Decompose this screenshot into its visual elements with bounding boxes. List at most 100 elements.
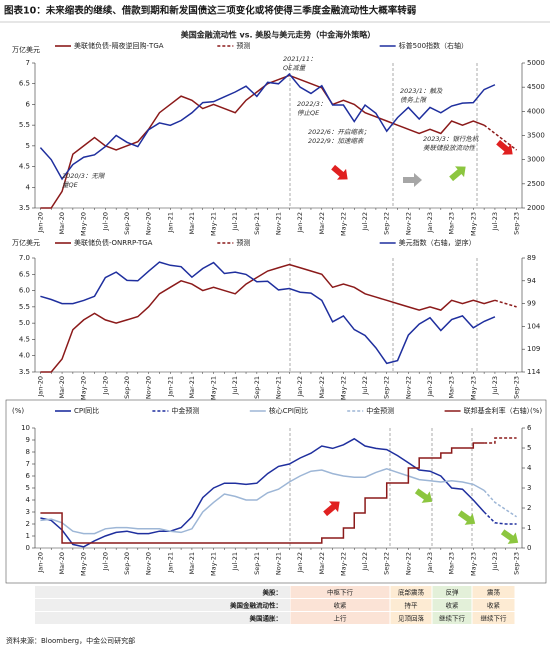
y-tick-label: 4.0: [19, 352, 30, 360]
y-tick-label: 8: [26, 448, 30, 456]
x-tick-label: Sep-23: [513, 552, 521, 575]
trend-arrow: [449, 166, 466, 182]
x-tick-label: Nov-21: [275, 212, 283, 235]
y2-tick-label: 3: [527, 484, 531, 492]
table-row-label: 美国金融流动性：: [230, 601, 282, 610]
table-cell: [390, 612, 432, 624]
y-tick-label: 3.5: [19, 368, 30, 376]
x-tick-label: Jan-22: [296, 212, 304, 234]
x-tick-label: Sep-23: [513, 376, 521, 399]
x-tick-label: May-20: [80, 212, 88, 236]
y-tick-label: 4.5: [19, 163, 30, 171]
y-tick-label: 9: [26, 436, 30, 444]
y2-tick-label: 89: [527, 254, 536, 262]
annotation: 2022/6：开启缩表；: [308, 128, 370, 136]
y-tick-label: 5: [26, 484, 30, 492]
y-tick-label: 5.0: [19, 319, 30, 327]
x-tick-label: May-22: [339, 376, 347, 400]
table-cell: [390, 599, 432, 611]
series-line: [40, 74, 485, 209]
x-tick-label: Mar-22: [318, 212, 326, 234]
x-tick-label: Jul-21: [231, 212, 239, 231]
annotation: 2022/9：加速缩表: [308, 137, 365, 145]
x-tick-label: May-20: [80, 552, 88, 576]
y2-tick-label: 4000: [527, 107, 545, 115]
x-tick-label: Nov-21: [275, 552, 283, 575]
legend-label: 预测: [236, 41, 250, 50]
table-label-cell: [35, 586, 290, 598]
y-tick-label: 7.0: [19, 254, 30, 262]
table-row-label: 美国通胀：: [250, 614, 283, 623]
table-cell: [472, 612, 515, 624]
table-cell: [390, 586, 432, 598]
legend-label: 中金预测: [366, 406, 394, 415]
x-tick-label: Sep-20: [123, 376, 131, 399]
x-tick-label: Jul-22: [361, 552, 369, 571]
x-tick-label: Mar-21: [188, 376, 196, 398]
series-line: [39, 73, 496, 181]
table-cell-text: 继续下行: [481, 614, 508, 623]
series-line: [40, 261, 496, 365]
x-tick-label: Jan-23: [426, 552, 434, 574]
series-line: [40, 263, 496, 373]
x-tick-label: Jan-21: [166, 376, 174, 398]
x-tick-label: Sep-21: [253, 376, 261, 399]
y2-tick-label: 104: [527, 322, 541, 330]
x-tick-label: Jan-21: [166, 552, 174, 574]
y2-tick-label: 2000: [527, 204, 545, 212]
y-tick-label: 5.5: [19, 121, 30, 129]
trend-arrow: [414, 488, 433, 503]
y2-tick-label: 6: [527, 424, 532, 432]
legend-label: 核心CPI同比: [269, 406, 308, 415]
annotation: 2023/1：触及: [400, 87, 443, 95]
annotation: QE减量: [283, 64, 307, 72]
x-tick-label: Mar-22: [318, 376, 326, 398]
chart-title: 美国金融流动性 vs. 美股与美元走势（中金海外策略）: [181, 30, 376, 40]
x-tick-label: Nov-22: [404, 552, 412, 575]
series-line: [483, 124, 518, 151]
y-tick-label: 5.5: [19, 303, 30, 311]
x-tick-label: Mar-23: [448, 552, 456, 574]
x-tick-label: Jan-21: [166, 212, 174, 234]
x-tick-label: Nov-20: [145, 376, 153, 399]
table-cell-text: 底部震荡: [398, 588, 425, 597]
series-line: [40, 442, 485, 544]
x-tick-label: May-23: [469, 552, 477, 576]
table-cell: [472, 586, 515, 598]
x-tick-label: May-20: [80, 376, 88, 400]
x-tick-label: Jul-20: [101, 376, 109, 395]
table-cell-text: 收紧: [487, 601, 501, 610]
x-tick-label: May-21: [210, 376, 218, 400]
y-tick-label: 6: [26, 100, 31, 108]
y-tick-label: 3.5: [19, 204, 30, 212]
x-tick-label: Jul-20: [101, 212, 109, 231]
x-tick-label: Jul-20: [101, 552, 109, 571]
table-cell: [290, 612, 390, 624]
x-tick-label: Jul-23: [491, 212, 499, 231]
annotation: 量QE: [62, 181, 79, 189]
x-tick-label: Jan-23: [426, 212, 434, 234]
y2-tick-label: 2: [527, 504, 531, 512]
legend-label: 美联储负债-ONRRP-TGA: [74, 238, 153, 247]
table-cell-text: 收紧: [446, 601, 460, 610]
table-row-label: 美股：: [263, 588, 283, 597]
y2-tick-label: 4: [527, 464, 532, 472]
x-tick-label: May-21: [210, 552, 218, 576]
table-cell: [290, 586, 390, 598]
x-tick-label: Sep-20: [123, 552, 131, 575]
x-tick-label: Jan-22: [296, 376, 304, 398]
x-tick-label: Mar-21: [188, 212, 196, 234]
y-tick-label: 7: [26, 460, 30, 468]
table-cell: [432, 599, 472, 611]
x-tick-label: Mar-20: [58, 376, 66, 398]
x-tick-label: May-21: [210, 212, 218, 236]
trend-arrow: [496, 139, 513, 155]
x-tick-label: Sep-22: [383, 552, 391, 575]
trend-arrow: [403, 173, 422, 187]
annotation: 美联储投放流动性: [423, 144, 477, 152]
trend-arrow: [500, 529, 519, 544]
x-tick-label: Nov-20: [145, 212, 153, 235]
x-tick-label: Nov-22: [404, 376, 412, 399]
annotation: 2023/3：银行危机: [423, 135, 479, 143]
